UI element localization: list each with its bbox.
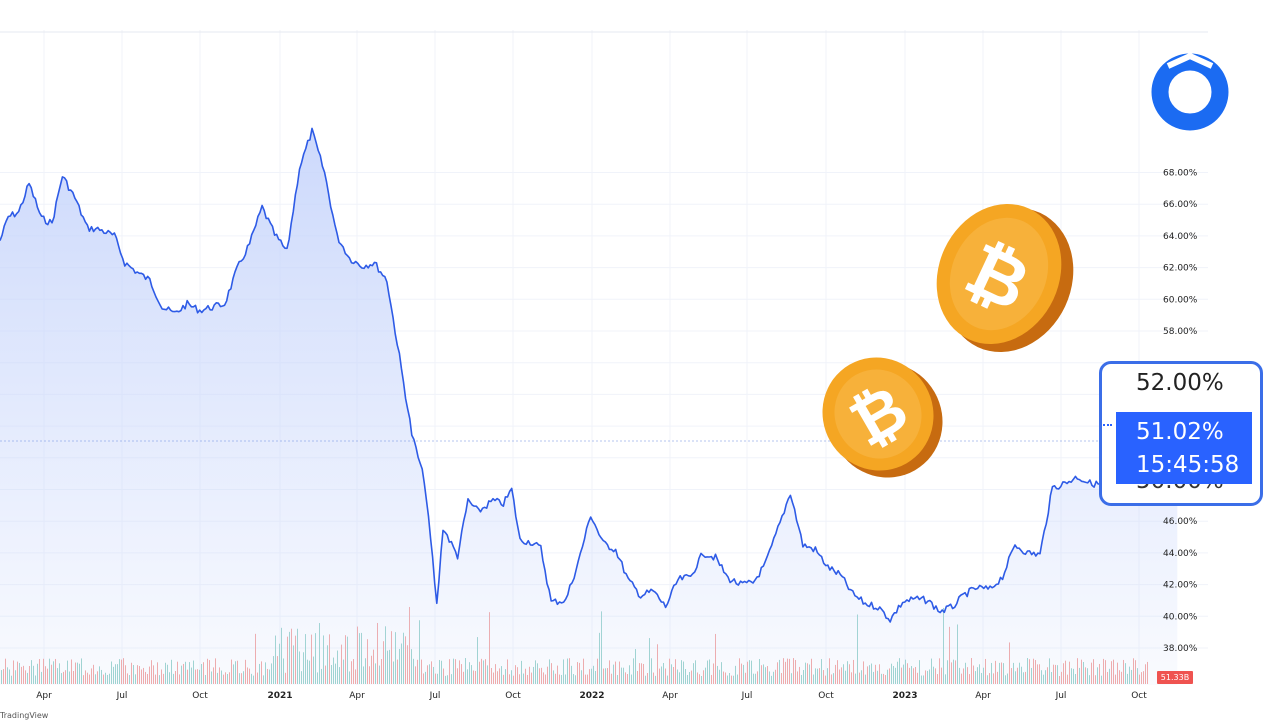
x-tick-label: Oct: [1131, 691, 1147, 701]
volume-badge: 51.33B: [1157, 671, 1193, 684]
y-tick-label: 42.00%: [1163, 581, 1198, 591]
bitcoin-coin-icon: ₿: [822, 357, 943, 478]
level-label: 52.00%: [1136, 370, 1224, 396]
y-tick-label: 40.00%: [1163, 612, 1198, 622]
countdown-timer: 15:45:58: [1136, 452, 1240, 478]
price-label-zoom: 52.00% 50.00% 51.02% 15:45:58: [1099, 361, 1263, 506]
x-tick-label: Apr: [349, 691, 365, 701]
y-tick-label: 38.00%: [1163, 644, 1198, 654]
x-tick-label: 2023: [892, 691, 917, 701]
tradingview-watermark: TradingView: [0, 711, 49, 720]
x-tick-label: 2022: [579, 691, 604, 701]
x-tick-label: Apr: [662, 691, 678, 701]
dominance-line: [0, 127, 1178, 623]
y-tick-label: 46.00%: [1163, 517, 1198, 527]
y-tick-label: 68.00%: [1163, 169, 1198, 179]
current-value-label: 51.02% 15:45:58: [1116, 412, 1252, 484]
x-tick-label: Jul: [1055, 691, 1067, 701]
x-tick-label: Apr: [36, 691, 52, 701]
bitcoin-coin-icon: ₿: [936, 203, 1074, 353]
x-tick-label: Oct: [818, 691, 834, 701]
y-tick-label: 60.00%: [1163, 295, 1198, 305]
y-axis: 38.00% 40.00% 42.00% 44.00% 46.00% 58.00% 60.0…: [1163, 169, 1198, 655]
current-value-marker: [1102, 424, 1112, 426]
x-tick-label: 2021: [267, 691, 292, 701]
y-tick-label: 66.00%: [1163, 200, 1198, 210]
y-tick-label: 58.00%: [1163, 327, 1198, 337]
y-tick-label: 44.00%: [1163, 549, 1198, 559]
y-tick-label: 64.00%: [1163, 232, 1198, 242]
x-tick-label: Oct: [505, 691, 521, 701]
x-axis: Apr Jul Oct 2021 Apr Jul Oct 2022 Apr Jul Oct 2023 A…: [36, 691, 1147, 701]
x-tick-label: Apr: [975, 691, 991, 701]
y-tick-label: 62.00%: [1163, 264, 1198, 274]
current-value: 51.02%: [1136, 419, 1224, 445]
x-tick-label: Jul: [116, 691, 128, 701]
x-tick-label: Jul: [429, 691, 441, 701]
dominance-area: [0, 128, 1178, 685]
x-tick-label: Oct: [192, 691, 208, 701]
x-tick-label: Jul: [741, 691, 753, 701]
brand-logo-icon: [1151, 52, 1229, 131]
